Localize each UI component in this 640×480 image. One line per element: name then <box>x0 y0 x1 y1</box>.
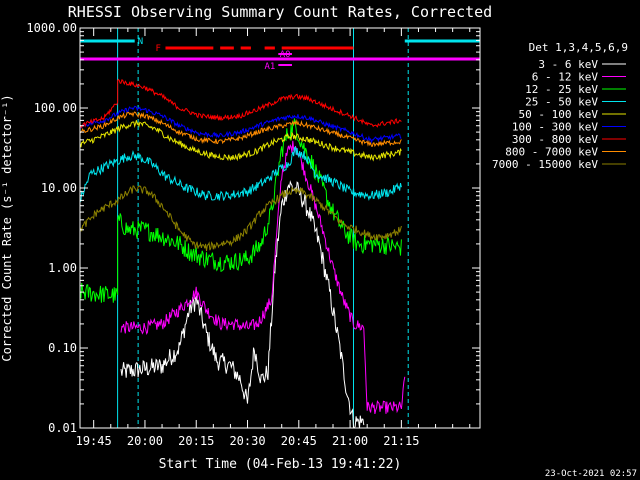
legend-label-3: 25 - 50 keV <box>525 96 598 109</box>
series-line-8 <box>79 78 402 129</box>
y-tick-label: 0.01 <box>48 421 77 435</box>
series-lines <box>79 28 409 429</box>
legend-label-7: 800 - 7000 keV <box>505 146 598 159</box>
x-tick-label: 20:30 <box>229 434 265 448</box>
timestamp: 23-Oct-2021 02:57 <box>545 469 637 479</box>
series-line-5 <box>79 105 402 144</box>
y-tick-label: 1000.00 <box>26 21 77 35</box>
y-axis-label: Corrected Count Rate (s⁻¹ detector⁻¹) <box>0 94 14 361</box>
status-bars: N F A1 A0 <box>80 37 480 72</box>
x-tick-label: 20:15 <box>178 434 214 448</box>
legend-label-2: 12 - 25 keV <box>525 83 598 96</box>
y-tick-label: 0.10 <box>48 341 77 355</box>
flare-label: F <box>155 44 160 54</box>
legend-title: Det 1,3,4,5,6,9 <box>529 41 628 54</box>
legend-label-5: 100 - 300 keV <box>512 121 598 134</box>
series-line-7 <box>79 185 402 252</box>
x-axis-label: Start Time (04-Feb-13 19:41:22) <box>159 457 402 472</box>
x-tick-label: 21:15 <box>383 434 419 448</box>
legend-label-1: 6 - 12 keV <box>532 71 599 84</box>
series-line-0 <box>120 180 365 429</box>
y-tick-label: 100.00 <box>34 101 77 115</box>
attenuator-a1-label: A1 <box>264 62 275 72</box>
y-tick-label: 10.00 <box>41 181 77 195</box>
legend-label-4: 50 - 100 keV <box>519 108 599 121</box>
series-line-6 <box>79 111 402 148</box>
x-tick-label: 20:00 <box>127 434 163 448</box>
plot-frame <box>79 27 481 429</box>
night-label: N <box>138 37 143 47</box>
x-tick-label: 19:45 <box>76 434 112 448</box>
chart-title: RHESSI Observing Summary Count Rates, Co… <box>68 3 492 21</box>
attenuator-a0-label: A0 <box>280 50 291 60</box>
series-line-2 <box>79 118 402 303</box>
series-line-4 <box>79 120 402 162</box>
x-tick-label: 20:45 <box>281 434 317 448</box>
x-tick-label: 21:00 <box>332 434 368 448</box>
series-line-1 <box>120 140 406 415</box>
legend-label-0: 3 - 6 keV <box>538 58 598 71</box>
legend-label-8: 7000 - 15000 keV <box>492 158 598 171</box>
y-tick-label: 1.00 <box>48 261 77 275</box>
series-line-3 <box>79 146 402 203</box>
legend-label-6: 300 - 800 keV <box>512 133 598 146</box>
